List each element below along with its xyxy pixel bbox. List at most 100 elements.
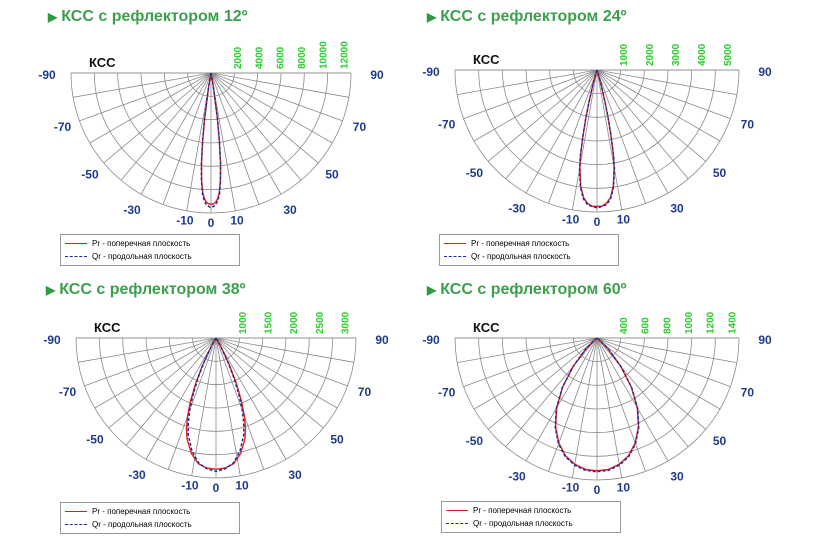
radial-tick-label: 8000 [297,46,308,69]
legend-item-qr: Qr - продольная плоскость [446,518,573,528]
series-line-qr [200,72,222,209]
grid-spoke [525,337,598,462]
grid-spoke [215,337,348,387]
legend-swatch-dashed [65,255,87,257]
angle-label: -50 [466,434,484,448]
legend-item-pr: Pr - поперечная плоскость [65,506,190,516]
grid-spoke [145,337,217,460]
grid-spoke [162,72,212,205]
chart-title: ▶ КСС с рефлектором 12º [48,8,247,26]
grid-spoke [596,337,689,448]
grid-spoke [548,337,598,472]
chart-title: ▶ КСС с рефлектором 38º [46,281,245,299]
grid-spoke [596,337,669,462]
grid-spoke [125,337,217,446]
grid-spoke [215,337,324,429]
bullet-arrow-icon: ▶ [427,283,437,297]
grid-spoke [108,337,217,429]
radial-tick-label: 2000 [233,46,244,69]
radial-tick-label: 10000 [318,41,329,69]
legend-swatch-solid [65,242,87,244]
chart-title-text: КСС с рефлектором 12º [61,8,248,25]
grid-spoke [210,72,333,144]
radial-tick-label: 12000 [340,41,351,69]
angle-label: 50 [325,168,339,182]
axis-title: КСС [94,320,121,335]
grid-spoke [210,72,343,122]
legend-label: Qr - продольная плоскость [92,519,192,529]
grid-spoke [525,69,598,194]
bullet-arrow-icon: ▶ [46,283,56,297]
chart-title: ▶ КСС с рефлектором 60º [427,281,626,299]
angle-label: -50 [466,166,484,180]
grid-spoke [505,69,598,180]
angle-label: 10 [230,214,244,228]
bullet-arrow-icon: ▶ [48,10,58,24]
grid-spoke [596,337,707,430]
angle-label: -90 [43,333,61,347]
grid-spoke [596,337,737,364]
radial-tick-label: 4000 [697,43,708,66]
chart-title: ▶ КСС с рефлектором 24º [427,8,626,26]
grid-spoke [215,337,338,409]
legend-label: Qr - продольная плоскость [473,518,573,528]
angle-label: -70 [438,386,456,400]
legend-swatch-solid [65,510,87,512]
angle-label: 0 [594,483,601,497]
grid-spoke [78,337,217,363]
radial-tick-label: 2000 [645,43,656,66]
radial-tick-label: 1400 [727,311,738,334]
grid-spoke [596,69,731,119]
angle-label: -10 [181,479,199,493]
angle-label: 50 [713,166,727,180]
grid-spoke [463,69,598,119]
series-line-qr [578,69,616,209]
angle-label: -90 [422,333,440,347]
angle-label: -10 [562,213,580,227]
grid-spoke [596,337,623,478]
angle-label: -30 [123,203,141,217]
grid-spoke [596,69,669,194]
polar-chart: 1000 1500 2000 2500 3000 КСС -90 -70 -50 -30 -10 0 1… [43,311,389,495]
angle-label: 10 [617,481,631,495]
grid-spoke [457,69,598,96]
bullet-arrow-icon: ▶ [427,10,437,24]
legend-label: Pr - поперечная плоскость [471,238,570,248]
legend-item-pr: Pr - поперечная плоскость [446,505,571,515]
grid-spoke [89,72,212,144]
grid-spoke [571,337,598,478]
angle-label: 0 [213,481,220,495]
legend-swatch-dashed [446,522,468,524]
radial-tick-label: 1000 [619,43,630,66]
angle-label: 50 [713,434,727,448]
legend-item-qr: Qr - продольная плоскость [65,519,192,529]
series-line-qr [554,337,640,473]
angle-label: 10 [617,213,631,227]
angle-label: 0 [594,215,601,229]
polar-chart: 1000 2000 3000 4000 5000 КСС -90 -70 -50 -30 -10 0 1… [422,43,772,229]
angle-label: 30 [288,468,302,482]
grid-spoke [596,69,689,180]
angle-label: -30 [508,202,526,216]
radial-tick-label: 3000 [671,43,682,66]
legend-item-qr: Qr - продольная плоскость [65,251,192,261]
angle-label: -70 [438,118,456,132]
chart-panel-12: ▶ КСС с рефлектором 12º 2000 4000 6000 8000 1… [0,0,409,275]
chart-legend: Pr - поперечная плоскость Qr - продольна… [441,501,621,533]
grid-spoke [210,72,349,98]
radial-tick-label: 800 [662,317,673,334]
legend-label: Qr - продольная плоскость [92,251,192,261]
angle-label: 30 [283,203,297,217]
series-line-qr [187,337,245,473]
grid-spoke [210,72,260,205]
grid-spoke [473,337,598,410]
angle-label: 50 [330,433,344,447]
grid-spoke [596,69,623,210]
chart-legend: Pr - поперечная плоскость Qr - продольна… [60,502,240,534]
radial-tick-label: 1000 [238,311,249,334]
radial-tick-label: 400 [619,317,630,334]
grid-spoke [210,72,282,195]
grid-spoke [120,72,212,181]
radial-tick-label: 1000 [684,311,695,334]
legend-swatch-solid [444,242,466,244]
